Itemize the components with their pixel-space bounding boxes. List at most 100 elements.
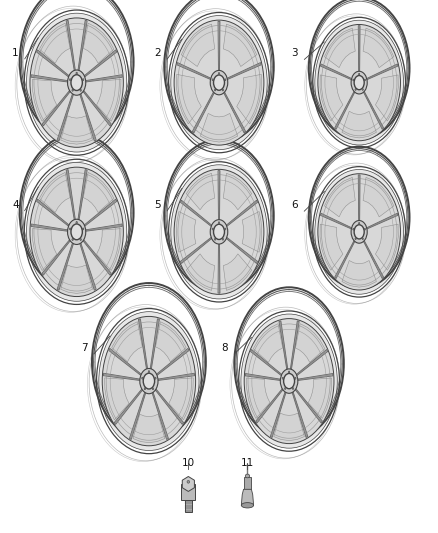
Polygon shape <box>256 388 283 423</box>
Polygon shape <box>226 62 261 80</box>
Ellipse shape <box>212 79 213 80</box>
Polygon shape <box>342 111 376 138</box>
Polygon shape <box>42 90 71 126</box>
Polygon shape <box>320 224 343 270</box>
Polygon shape <box>96 229 121 271</box>
Ellipse shape <box>354 225 364 239</box>
Ellipse shape <box>67 70 86 95</box>
Polygon shape <box>133 414 165 442</box>
Ellipse shape <box>364 228 366 230</box>
Polygon shape <box>157 373 194 381</box>
Polygon shape <box>84 50 117 77</box>
Polygon shape <box>223 254 252 290</box>
Ellipse shape <box>155 377 156 379</box>
Ellipse shape <box>218 72 220 75</box>
Polygon shape <box>180 237 212 263</box>
Polygon shape <box>185 500 192 512</box>
Polygon shape <box>325 177 355 217</box>
Ellipse shape <box>27 163 127 301</box>
Polygon shape <box>105 378 129 420</box>
Ellipse shape <box>70 79 71 80</box>
Polygon shape <box>274 413 304 441</box>
Polygon shape <box>83 239 111 275</box>
Ellipse shape <box>282 377 283 379</box>
Ellipse shape <box>214 75 224 90</box>
Polygon shape <box>251 350 282 376</box>
Ellipse shape <box>30 167 124 296</box>
Polygon shape <box>363 28 394 68</box>
Polygon shape <box>218 243 220 293</box>
Polygon shape <box>176 212 196 252</box>
Ellipse shape <box>359 222 360 224</box>
Ellipse shape <box>351 221 367 243</box>
Polygon shape <box>129 392 146 440</box>
Polygon shape <box>83 23 114 63</box>
Polygon shape <box>244 477 251 489</box>
Ellipse shape <box>174 20 264 145</box>
Ellipse shape <box>76 72 78 74</box>
Polygon shape <box>247 378 270 418</box>
Polygon shape <box>80 243 96 290</box>
Ellipse shape <box>244 319 334 443</box>
Ellipse shape <box>218 222 220 224</box>
Ellipse shape <box>143 373 155 389</box>
Polygon shape <box>85 224 122 231</box>
Polygon shape <box>177 62 212 80</box>
Polygon shape <box>295 388 322 423</box>
Polygon shape <box>223 92 246 133</box>
Polygon shape <box>253 324 283 362</box>
Polygon shape <box>297 374 333 381</box>
Ellipse shape <box>241 314 337 448</box>
Polygon shape <box>112 321 142 362</box>
Text: 5: 5 <box>154 200 161 210</box>
Ellipse shape <box>99 312 199 450</box>
Polygon shape <box>32 229 57 271</box>
Polygon shape <box>32 79 57 122</box>
Polygon shape <box>114 389 143 424</box>
Polygon shape <box>138 319 148 370</box>
Ellipse shape <box>222 89 223 91</box>
Polygon shape <box>66 169 75 221</box>
Ellipse shape <box>351 71 367 94</box>
Polygon shape <box>242 212 262 252</box>
Polygon shape <box>325 28 355 68</box>
Ellipse shape <box>71 75 82 91</box>
Polygon shape <box>186 254 215 290</box>
Ellipse shape <box>318 174 400 290</box>
Text: 11: 11 <box>241 458 254 468</box>
Polygon shape <box>290 321 299 370</box>
Polygon shape <box>218 21 220 71</box>
Polygon shape <box>42 239 71 275</box>
Polygon shape <box>57 93 74 141</box>
Polygon shape <box>342 261 376 287</box>
Ellipse shape <box>142 377 143 379</box>
Polygon shape <box>39 23 70 63</box>
Polygon shape <box>96 79 121 122</box>
Text: 2: 2 <box>154 49 161 58</box>
Polygon shape <box>78 20 87 71</box>
Ellipse shape <box>315 169 403 294</box>
Polygon shape <box>375 224 398 270</box>
Polygon shape <box>169 378 193 420</box>
Ellipse shape <box>212 228 213 230</box>
Polygon shape <box>226 237 258 263</box>
Polygon shape <box>320 213 352 229</box>
Ellipse shape <box>210 220 228 244</box>
Ellipse shape <box>76 221 78 223</box>
Text: 10: 10 <box>182 458 195 468</box>
Ellipse shape <box>354 76 364 90</box>
Polygon shape <box>363 240 384 279</box>
Ellipse shape <box>215 238 216 240</box>
Polygon shape <box>109 349 142 376</box>
Polygon shape <box>245 374 281 381</box>
Polygon shape <box>366 213 398 229</box>
Ellipse shape <box>82 79 84 80</box>
Polygon shape <box>66 20 75 71</box>
Ellipse shape <box>280 369 298 393</box>
Polygon shape <box>320 75 343 121</box>
Ellipse shape <box>71 224 82 240</box>
Polygon shape <box>80 93 96 141</box>
Polygon shape <box>375 75 398 121</box>
Polygon shape <box>181 24 215 67</box>
Ellipse shape <box>225 228 226 230</box>
